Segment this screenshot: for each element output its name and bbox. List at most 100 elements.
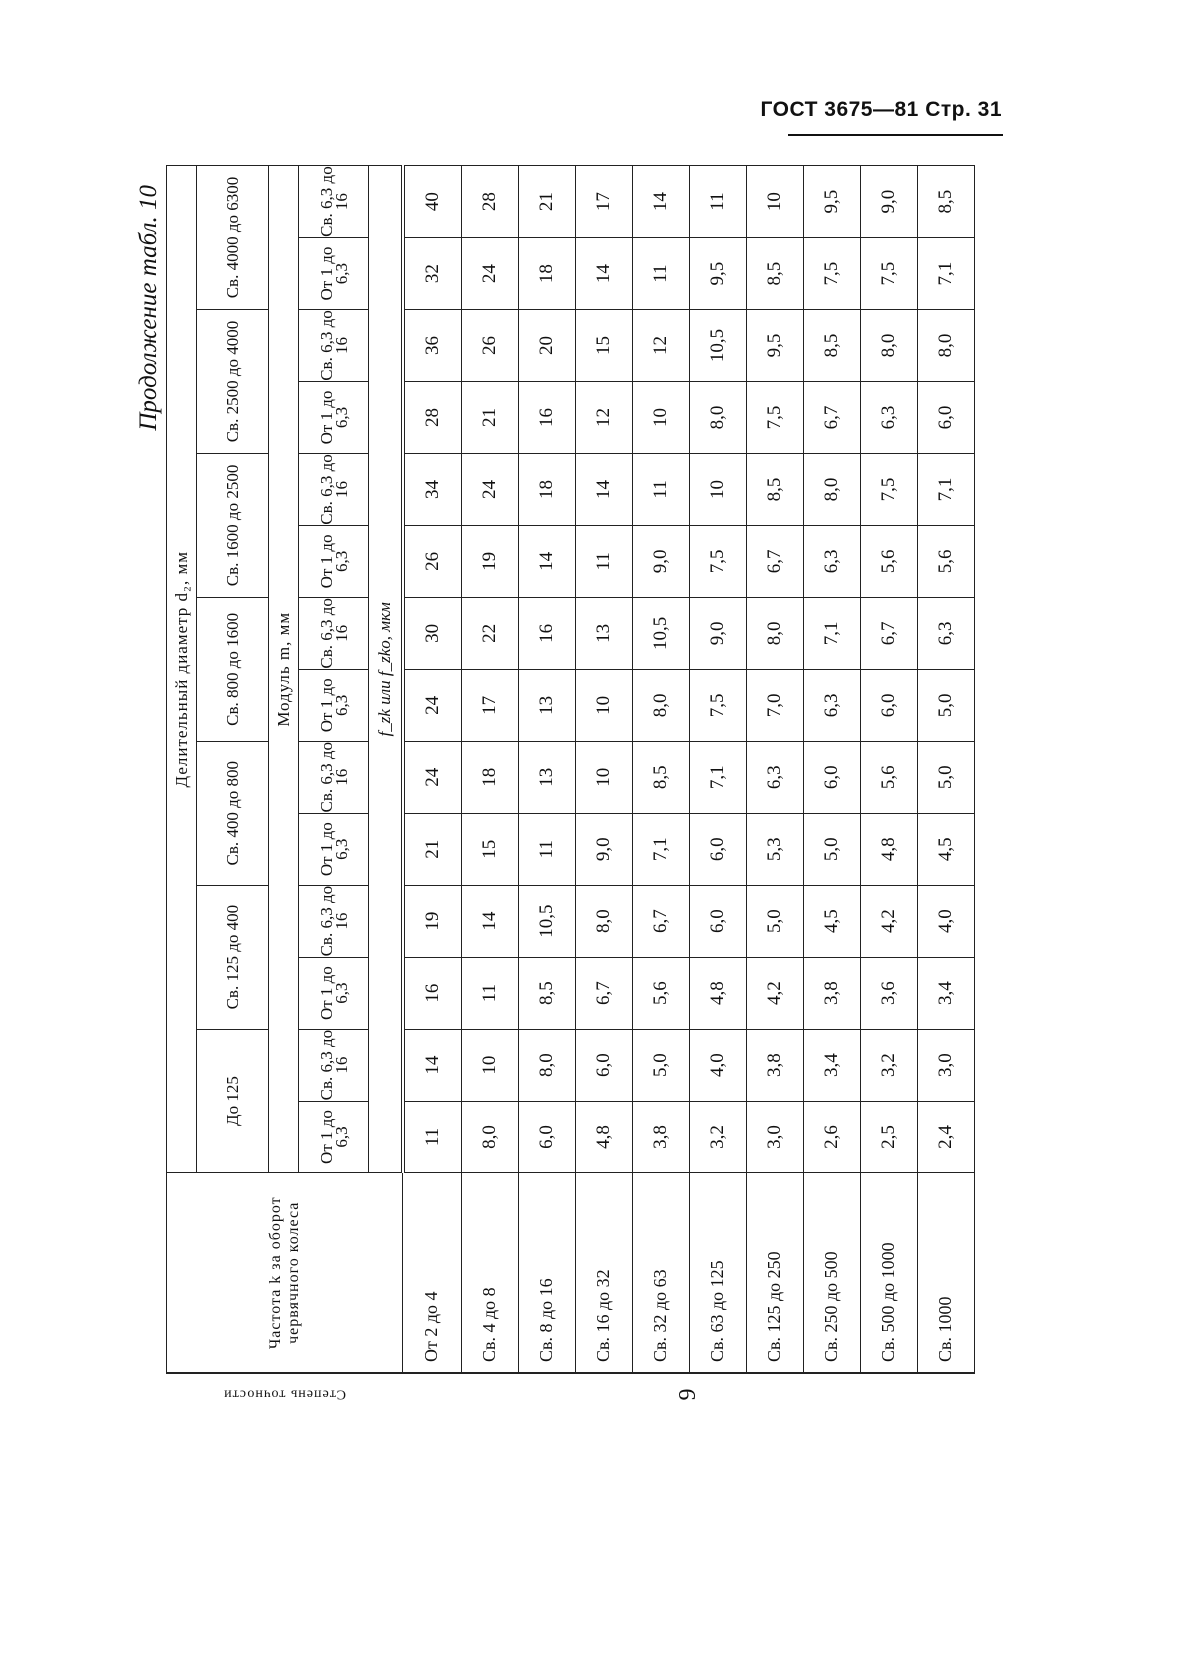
value-cell: 15: [575, 309, 632, 382]
value-cell: 12: [575, 381, 632, 454]
degree-cell: 9: [402, 1373, 974, 1415]
module-range: Св. 6,3 до 16: [298, 885, 369, 958]
value-cell: 8,5: [803, 309, 860, 382]
value-cell: 21: [518, 165, 575, 238]
value-cell: 5,6: [917, 525, 974, 598]
table-row: Св. 125 до 250 3,0 3,8 4,2 5,0 5,3 6,3 7,0 8,0 6,…: [746, 165, 803, 1416]
value-cell: 8,0: [860, 309, 917, 382]
value-cell: 17: [461, 669, 518, 742]
value-cell: 2,6: [803, 1101, 860, 1173]
value-cell: 7,1: [689, 741, 746, 814]
value-cell: 3,4: [917, 957, 974, 1030]
value-cell: 10,5: [518, 885, 575, 958]
value-cell: 8,0: [917, 309, 974, 382]
value-header: f_zk или f_zko, мкм: [368, 165, 403, 1173]
page-header: ГОСТ 3675—81 Стр. 31: [761, 98, 1003, 122]
table-row: Св. 1000 2,4 3,0 3,4 4,0 4,5 5,0 5,0 6,3 5,6 7,1 6,…: [917, 165, 974, 1416]
value-cell: 11: [402, 1101, 461, 1173]
degree-header: Степень точности: [166, 1373, 403, 1415]
page-number: Стр. 31: [925, 98, 1002, 121]
value-cell: 16: [518, 381, 575, 454]
value-cell: 24: [461, 237, 518, 310]
value-cell: 4,5: [803, 885, 860, 958]
value-cell: 6,0: [689, 885, 746, 958]
value-cell: 4,8: [860, 813, 917, 886]
value-cell: 10,5: [632, 597, 689, 670]
value-cell: 11: [632, 453, 689, 526]
value-cell: 14: [575, 237, 632, 310]
tolerance-table: Степень точности Частота k за оборот черв…: [166, 165, 975, 1415]
value-cell: 8,5: [746, 237, 803, 310]
value-cell: 14: [518, 525, 575, 598]
value-cell: 12: [632, 309, 689, 382]
value-cell: 22: [461, 597, 518, 670]
value-cell: 3,8: [632, 1101, 689, 1173]
value-cell: 3,2: [689, 1101, 746, 1173]
value-cell: 7,1: [917, 237, 974, 310]
value-cell: 6,0: [575, 1029, 632, 1102]
module-range: Св. 6,3 до 16: [298, 309, 369, 382]
value-cell: 7,0: [746, 669, 803, 742]
value-cell: 3,8: [803, 957, 860, 1030]
table-caption: Продолжение табл. 10: [135, 185, 162, 431]
value-cell: 6,0: [860, 669, 917, 742]
value-cell: 10: [575, 741, 632, 814]
value-cell: 18: [518, 237, 575, 310]
frequency-label: Св. 32 до 63: [632, 1173, 689, 1373]
module-range: Св. 6,3 до 16: [298, 741, 369, 814]
diameter-group: Св. 1600 до 2500: [196, 453, 269, 598]
value-cell: 11: [518, 813, 575, 886]
value-cell: 8,5: [917, 165, 974, 238]
value-cell: 5,0: [917, 669, 974, 742]
table-row: Св. 63 до 125 3,2 4,0 4,8 6,0 6,0 7,1 7,5 9,0 7,5…: [689, 165, 746, 1416]
frequency-label: От 2 до 4: [402, 1173, 461, 1373]
frequency-label: Св. 250 до 500: [803, 1173, 860, 1373]
value-cell: 21: [461, 381, 518, 454]
value-cell: 7,5: [860, 237, 917, 310]
value-cell: 16: [402, 957, 461, 1030]
value-cell: 3,4: [803, 1029, 860, 1102]
value-cell: 11: [689, 165, 746, 238]
diameter-group: Св. 400 до 800: [196, 741, 269, 886]
value-cell: 5,0: [803, 813, 860, 886]
frequency-label: Св. 125 до 250: [746, 1173, 803, 1373]
value-cell: 34: [402, 453, 461, 526]
value-cell: 9,0: [632, 525, 689, 598]
value-cell: 6,7: [575, 957, 632, 1030]
value-cell: 10: [632, 381, 689, 454]
frequency-label: Св. 16 до 32: [575, 1173, 632, 1373]
table-row: Св. 32 до 63 3,8 5,0 5,6 6,7 7,1 8,5 8,0 10,5 9,0…: [632, 165, 689, 1416]
table-row: Св. 16 до 32 4,8 6,0 6,7 8,0 9,0 10 10 13 11 14 12 1…: [575, 165, 632, 1416]
value-cell: 14: [402, 1029, 461, 1102]
diameter-group: Св. 4000 до 6300: [196, 165, 269, 310]
value-cell: 28: [402, 381, 461, 454]
value-cell: 5,6: [860, 525, 917, 598]
value-cell: 11: [575, 525, 632, 598]
value-cell: 3,0: [917, 1029, 974, 1102]
value-cell: 6,7: [860, 597, 917, 670]
value-cell: 24: [461, 453, 518, 526]
diameter-group: До 125: [196, 1029, 269, 1173]
module-range: От 1 до 6,3: [298, 813, 369, 886]
value-cell: 8,0: [518, 1029, 575, 1102]
standard-number: ГОСТ 3675—81: [760, 98, 919, 121]
value-cell: 10: [746, 165, 803, 238]
table-row: Св. 8 до 16 6,0 8,0 8,5 10,5 11 13 13 16 14 18 16 20…: [518, 165, 575, 1416]
module-range: От 1 до 6,3: [298, 237, 369, 310]
value-cell: 4,2: [860, 885, 917, 958]
value-cell: 5,0: [917, 741, 974, 814]
module-range: От 1 до 6,3: [298, 669, 369, 742]
value-cell: 5,0: [632, 1029, 689, 1102]
value-cell: 13: [518, 741, 575, 814]
value-cell: 8,0: [746, 597, 803, 670]
value-cell: 5,6: [632, 957, 689, 1030]
frequency-label: Св. 1000: [917, 1173, 974, 1373]
value-cell: 7,1: [632, 813, 689, 886]
value-cell: 3,0: [746, 1101, 803, 1173]
value-cell: 18: [461, 741, 518, 814]
table-row: Св. 4 до 8 8,0 10 11 14 15 18 17 22 19 24 21 26 24 28: [461, 165, 518, 1416]
value-cell: 28: [461, 165, 518, 238]
value-cell: 4,8: [689, 957, 746, 1030]
value-cell: 8,0: [632, 669, 689, 742]
value-cell: 6,0: [803, 741, 860, 814]
